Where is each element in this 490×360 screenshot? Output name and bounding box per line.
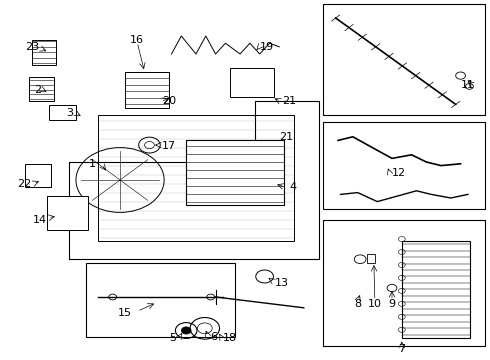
Bar bbox=[186, 140, 284, 205]
Bar bbox=[230, 68, 274, 97]
Bar bbox=[367, 254, 375, 263]
Bar bbox=[125, 72, 169, 108]
Text: 7: 7 bbox=[398, 344, 405, 354]
Bar bbox=[402, 241, 470, 338]
Bar bbox=[49, 105, 76, 120]
Text: 20: 20 bbox=[162, 96, 176, 106]
Text: 10: 10 bbox=[368, 299, 382, 309]
Text: 22: 22 bbox=[18, 179, 32, 189]
Bar bbox=[323, 122, 485, 209]
Text: 6: 6 bbox=[211, 332, 218, 342]
Text: 13: 13 bbox=[274, 278, 289, 288]
Text: 21: 21 bbox=[282, 96, 296, 106]
Bar bbox=[29, 77, 54, 101]
Bar bbox=[86, 263, 235, 337]
Bar bbox=[98, 115, 294, 241]
Text: 18: 18 bbox=[223, 333, 237, 343]
Text: 21: 21 bbox=[279, 132, 294, 142]
Text: 11: 11 bbox=[461, 80, 475, 90]
Text: 19: 19 bbox=[260, 42, 274, 52]
Text: 17: 17 bbox=[162, 141, 176, 151]
Text: 14: 14 bbox=[32, 215, 47, 225]
Circle shape bbox=[181, 327, 191, 334]
Text: 5: 5 bbox=[170, 333, 176, 343]
Text: 1: 1 bbox=[89, 159, 96, 169]
Bar bbox=[323, 4, 485, 115]
Bar bbox=[32, 40, 56, 65]
Text: 8: 8 bbox=[354, 299, 361, 309]
Text: 3: 3 bbox=[67, 108, 74, 118]
Text: 9: 9 bbox=[389, 299, 395, 309]
Text: 12: 12 bbox=[392, 168, 406, 178]
Bar bbox=[24, 164, 51, 187]
Bar bbox=[323, 220, 485, 346]
Text: 4: 4 bbox=[289, 182, 296, 192]
Bar bbox=[47, 196, 88, 230]
Text: 23: 23 bbox=[25, 42, 39, 52]
Text: 2: 2 bbox=[34, 85, 42, 95]
Text: 15: 15 bbox=[118, 308, 132, 318]
Text: 16: 16 bbox=[130, 35, 144, 45]
